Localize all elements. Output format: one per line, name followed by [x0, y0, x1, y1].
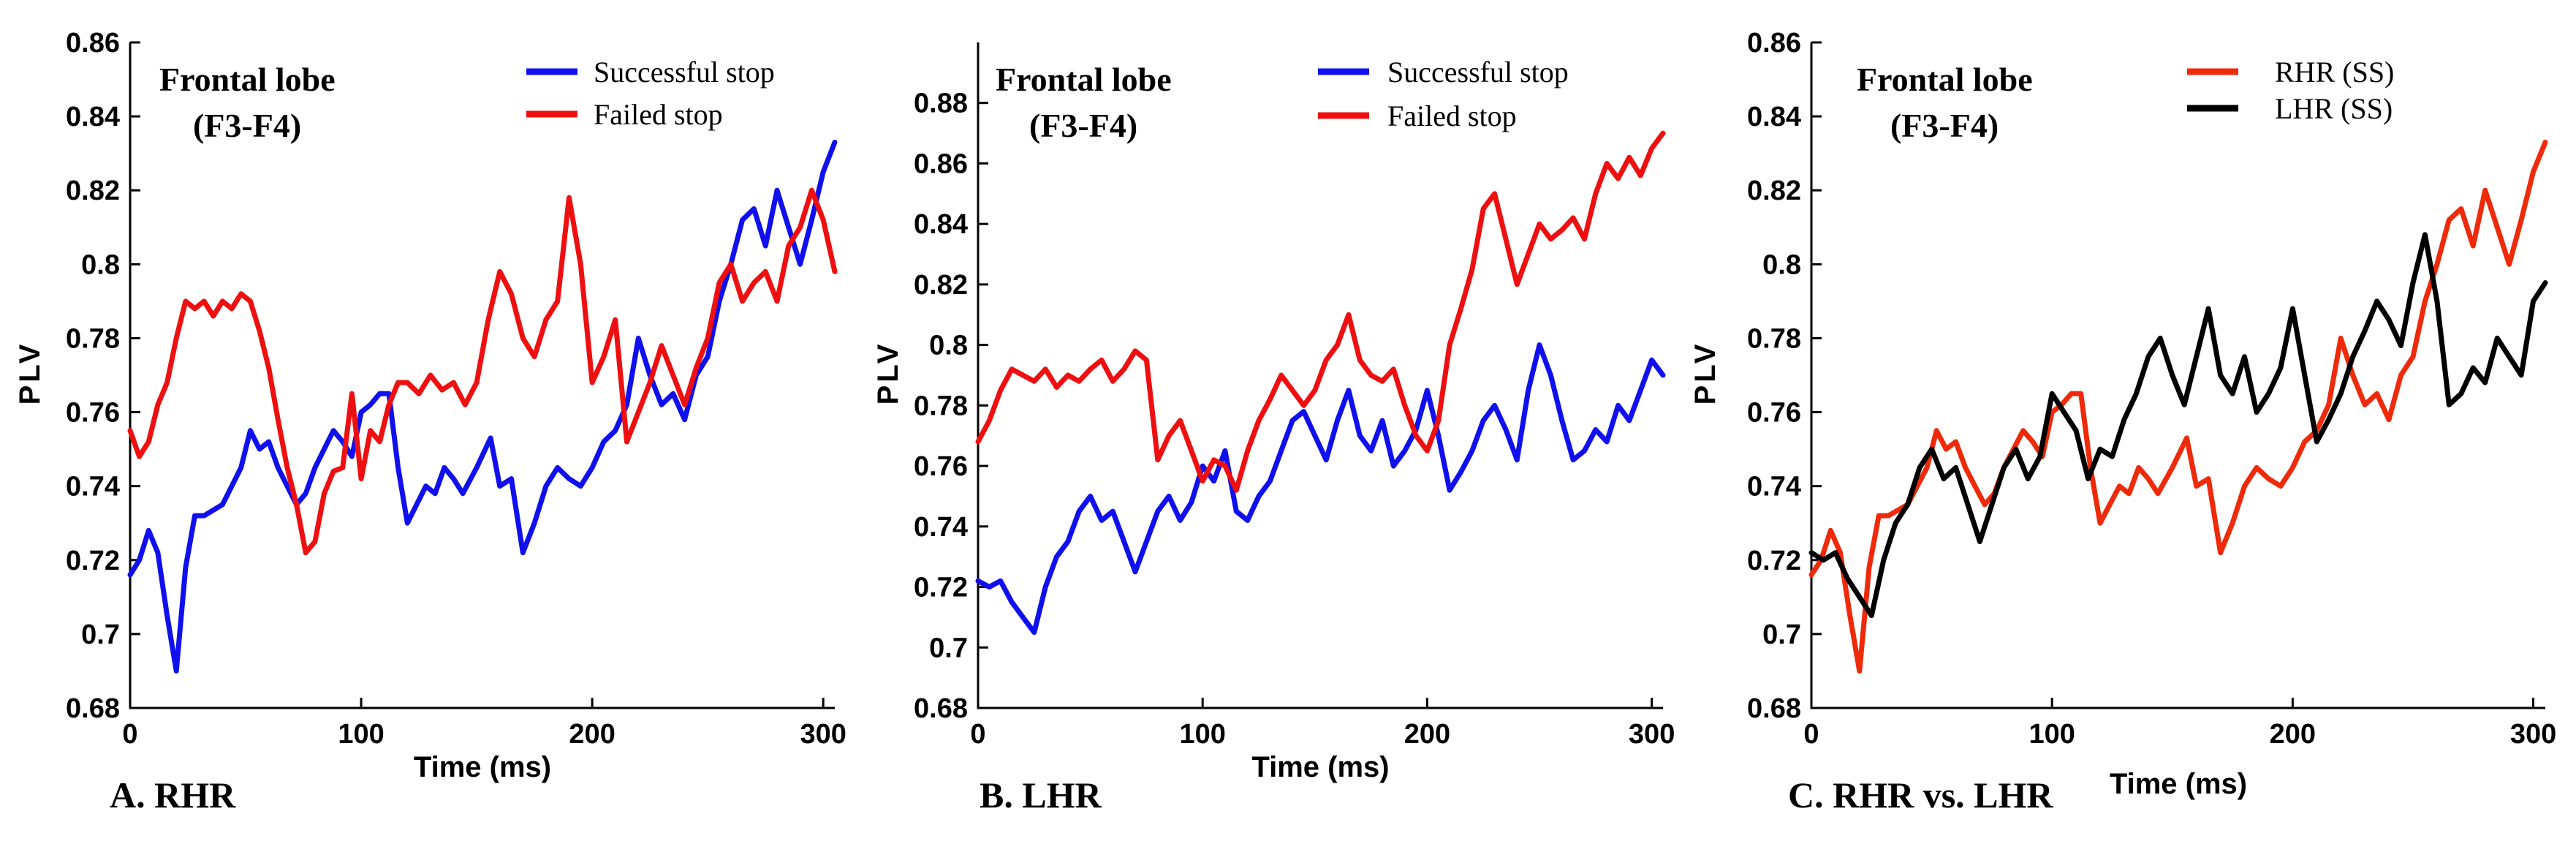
y-tick-label: 0.74	[66, 472, 120, 502]
x-tick-label: 100	[1180, 719, 1226, 750]
series-line-1	[1808, 140, 2548, 674]
legend: Successful stop Failed stop	[526, 56, 775, 131]
y-tick-label: 0.86	[66, 28, 120, 59]
y-tick-label: 0.76	[1747, 398, 1801, 429]
y-tick-label: 0.76	[66, 398, 120, 429]
y-axis-label: PLV	[872, 342, 904, 405]
series-line-1	[127, 140, 838, 674]
panel-label: B. LHR	[980, 775, 1102, 815]
y-tick-label: 0.86	[1747, 28, 1801, 59]
legend: Successful stop Failed stop	[1318, 56, 1569, 132]
series-line-1	[975, 342, 1666, 636]
x-tick-label: 0	[1803, 719, 1819, 750]
y-tick-label: 0.74	[914, 512, 968, 543]
y-tick-label: 0.84	[1747, 102, 1801, 132]
y-tick-label: 0.82	[1747, 176, 1801, 206]
y-tick-label: 0.72	[914, 573, 968, 603]
annotation-line-2: (F3-F4)	[1890, 107, 1999, 144]
y-tick-label: 0.82	[914, 270, 968, 301]
annotation-line-2: (F3-F4)	[1029, 107, 1137, 144]
y-tick-label: 0.7	[81, 619, 120, 650]
x-axis-label: Time (ms)	[1251, 751, 1389, 783]
legend-label-2: Failed stop	[594, 98, 723, 131]
y-tick-label: 0.84	[914, 209, 968, 240]
x-tick-label: 200	[569, 719, 615, 750]
legend: RHR (SS) LHR (SS)	[2187, 56, 2394, 125]
y-axis-label: PLV	[1689, 342, 1721, 405]
y-tick-label: 0.76	[914, 451, 968, 482]
panel-label: C. RHR vs. LHR	[1788, 775, 2053, 815]
y-tick-label: 0.84	[66, 102, 120, 132]
y-tick-label: 0.8	[81, 249, 120, 280]
y-tick-label: 0.8	[929, 331, 968, 361]
y-tick-label: 0.68	[1747, 693, 1801, 724]
series-line-2	[1808, 232, 2548, 619]
y-tick-label: 0.78	[914, 391, 968, 421]
y-tick-label: 0.7	[929, 633, 968, 663]
y-tick-label: 0.72	[1747, 546, 1801, 576]
chart-panel-1: 0.68 0.7 0.72 0.74 0.76 0.78 0.8 0.82 0.84 0.86 0 1…	[14, 28, 846, 815]
chart-panel-2: 0.68 0.7 0.72 0.74 0.76 0.78 0.8 0.82 0.84 0.86 0.…	[872, 42, 1675, 815]
x-tick-label: 300	[800, 719, 846, 750]
legend-label-1: Successful stop	[594, 56, 775, 88]
series-line-2	[975, 130, 1666, 493]
y-tick-label: 0.8	[1762, 249, 1801, 280]
panel-label: A. RHR	[110, 775, 236, 815]
y-tick-label: 0.74	[1747, 472, 1801, 502]
legend-label-2: LHR (SS)	[2275, 92, 2393, 125]
series-line-2	[127, 187, 838, 556]
annotation-line-1: Frontal lobe	[159, 61, 336, 98]
y-tick-label: 0.78	[1747, 323, 1801, 354]
x-tick-label: 200	[1404, 719, 1450, 750]
y-axis-label: PLV	[14, 342, 46, 405]
legend-label-2: Failed stop	[1387, 99, 1517, 132]
x-tick-label: 0	[122, 719, 137, 750]
x-axis-label: Time (ms)	[414, 751, 551, 783]
y-tick-label: 0.88	[914, 88, 968, 119]
x-tick-label: 0	[970, 719, 985, 750]
chart-panel-3: 0.68 0.7 0.72 0.74 0.76 0.78 0.8 0.82 0.84 0.86 0 1…	[1689, 28, 2556, 815]
y-tick-label: 0.82	[66, 176, 120, 206]
x-tick-label: 300	[2510, 719, 2556, 750]
annotation-line-1: Frontal lobe	[996, 61, 1172, 98]
x-tick-label: 200	[2270, 719, 2316, 750]
y-tick-label: 0.68	[66, 693, 120, 724]
legend-label-1: Successful stop	[1387, 56, 1569, 88]
x-tick-label: 300	[1629, 719, 1675, 750]
x-tick-label: 100	[2028, 719, 2075, 750]
y-tick-label: 0.86	[914, 148, 968, 179]
y-tick-label: 0.78	[66, 323, 120, 354]
annotation-line-1: Frontal lobe	[1857, 61, 2033, 98]
x-tick-label: 100	[338, 719, 384, 750]
y-tick-label: 0.72	[66, 546, 120, 576]
x-axis-label: Time (ms)	[2110, 768, 2247, 800]
annotation-line-2: (F3-F4)	[193, 107, 301, 144]
y-tick-label: 0.68	[914, 693, 968, 724]
legend-label-1: RHR (SS)	[2275, 56, 2394, 88]
y-tick-label: 0.7	[1762, 619, 1801, 650]
